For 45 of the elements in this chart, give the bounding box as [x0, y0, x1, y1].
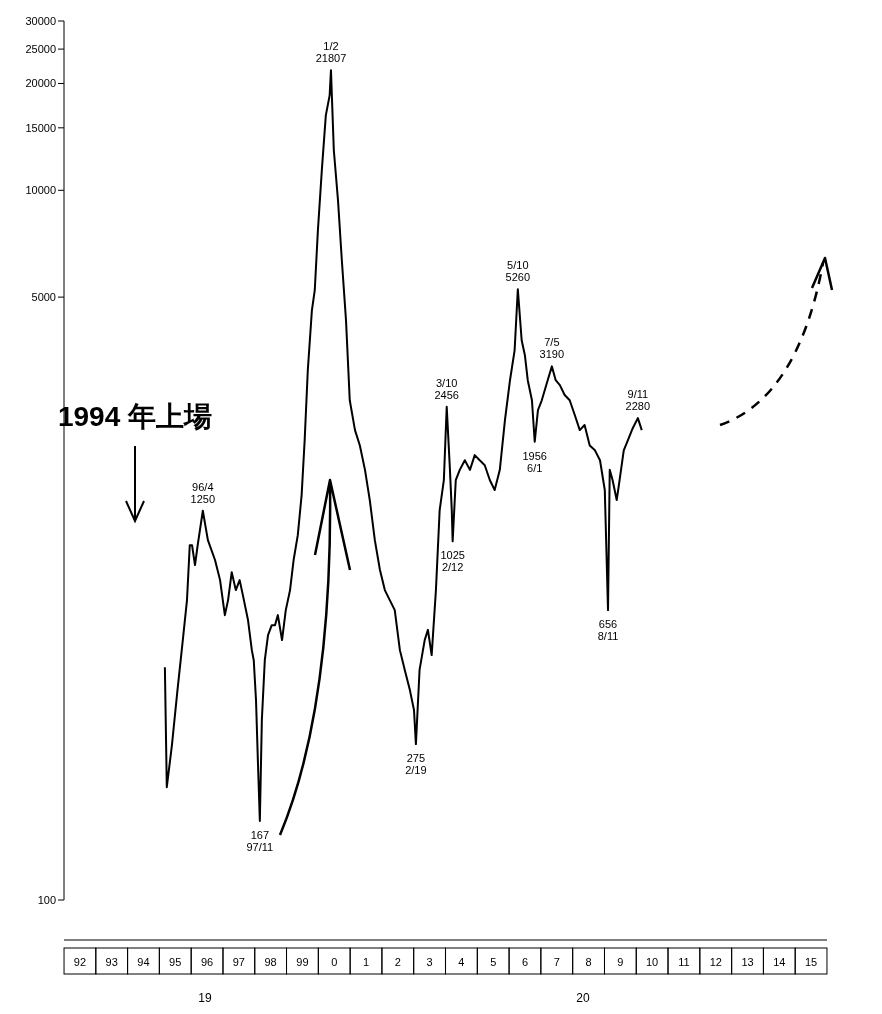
x-tick-label: 14 — [773, 956, 786, 968]
x-tick-label: 9 — [617, 956, 624, 968]
x-tick-label: 11 — [678, 956, 690, 968]
x-tick-label: 3 — [426, 956, 433, 968]
y-tick-label: 5000 — [31, 291, 56, 304]
annotation: 7/5 3190 — [539, 336, 565, 361]
y-tick-label: 10000 — [25, 184, 56, 197]
annotation: 3/10 2456 — [434, 376, 459, 401]
x-tick-label: 98 — [264, 956, 277, 968]
x-tick-label: 96 — [200, 956, 214, 968]
y-tick-label: 30000 — [25, 14, 56, 27]
y-tick-label: 25000 — [25, 43, 56, 55]
x-tick-label: 94 — [137, 956, 150, 968]
y-tick-label: 20000 — [25, 77, 56, 90]
x-tick-label: 8 — [585, 956, 592, 968]
x-tick-label: 15 — [804, 956, 818, 968]
annotation: 1025 2/12 — [440, 549, 465, 574]
x-tick-label: 10 — [646, 956, 659, 968]
x-tick-label: 12 — [709, 956, 722, 968]
x-tick-label: 95 — [169, 956, 182, 968]
annotation: 1/2 21807 — [315, 40, 347, 65]
y-tick-label: 15000 — [25, 121, 56, 134]
annotation: 656 8/11 — [597, 618, 619, 643]
x-tick-label: 7 — [553, 956, 560, 968]
x-tick-label: 1 — [362, 956, 370, 968]
annotation: 1994 年上場 — [57, 401, 213, 432]
x-tick-label: 93 — [105, 956, 118, 968]
x-tick-label: 97 — [232, 956, 245, 968]
y-tick-label: 100 — [37, 893, 56, 906]
text: 19 — [198, 991, 212, 1005]
x-tick-label: 6 — [521, 956, 529, 968]
x-tick-label: 92 — [73, 956, 87, 968]
text: 20 — [576, 991, 590, 1005]
annotation: 275 2/19 — [405, 752, 427, 777]
annotation: 96/4 1250 — [190, 480, 216, 505]
x-tick-label: 5 — [490, 956, 497, 968]
x-tick-label: 0 — [331, 956, 338, 968]
annotation: 9/11 2280 — [625, 388, 651, 413]
x-tick-label: 99 — [296, 956, 309, 968]
annotation: 1956 6/1 — [522, 449, 547, 474]
x-tick-label: 4 — [458, 956, 465, 968]
x-tick-label: 2 — [394, 956, 401, 968]
annotation: 167 97/11 — [246, 828, 274, 853]
x-tick-label: 13 — [741, 956, 754, 968]
annotation: 5/10 5260 — [505, 259, 531, 284]
